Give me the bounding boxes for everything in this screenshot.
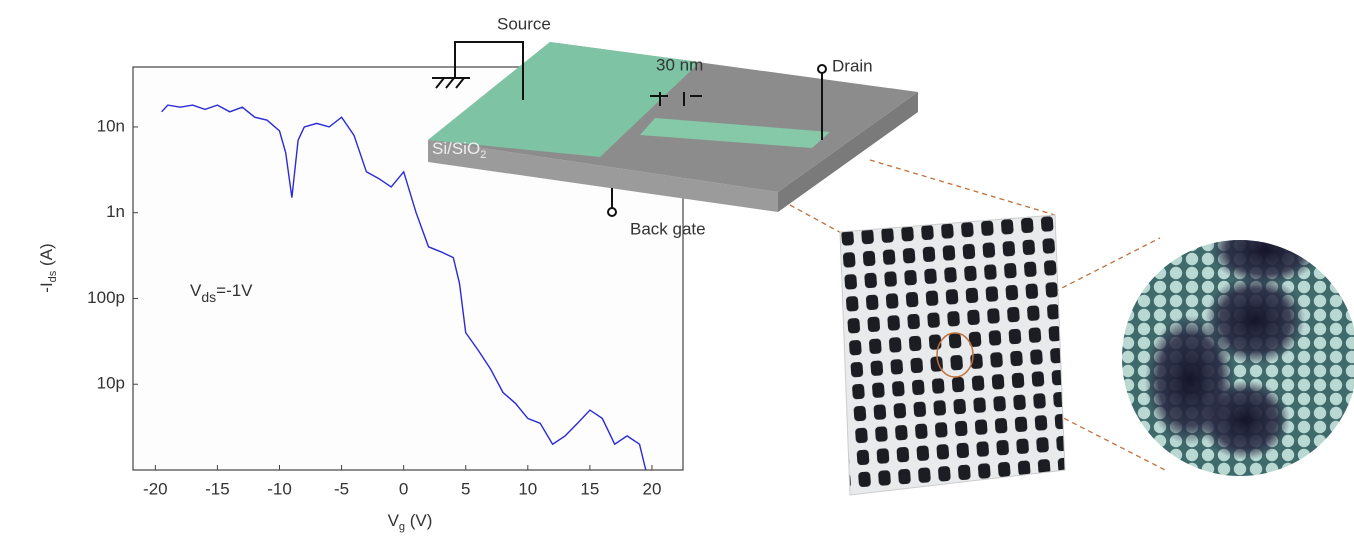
label-text: (V): [405, 511, 432, 530]
x-tick-label: -15: [205, 479, 230, 498]
label-text: V: [388, 511, 400, 530]
drain-label: Drain: [832, 56, 873, 75]
label-sub: ds: [47, 270, 59, 282]
label-text: Si/SiO: [432, 139, 480, 158]
x-tick-label: -10: [267, 479, 292, 498]
figure: Vds=-1V Vg (V) -Ids (A) -20-15-10-505101…: [0, 0, 1354, 544]
annotation-sub: ds: [201, 289, 216, 305]
y-tick-label: 1n: [106, 202, 125, 221]
y-axis-label: -Ids (A): [37, 243, 58, 292]
gate-terminal: [608, 208, 616, 216]
x-tick-label: 10: [518, 479, 537, 498]
label-sub: 2: [480, 149, 486, 161]
x-tick-label: 20: [643, 479, 662, 498]
drain-terminal: [818, 65, 826, 73]
gap-label: 30 nm: [656, 55, 703, 74]
x-tick-label: 15: [580, 479, 599, 498]
label-text: -I: [37, 282, 56, 292]
y-tick-label: 10p: [97, 374, 125, 393]
source-label: Source: [497, 14, 551, 33]
gate-label: Back gate: [630, 219, 706, 238]
y-tick-label: 10n: [97, 116, 125, 135]
annotation-text: V: [190, 281, 202, 300]
y-tick-label: 100p: [87, 288, 125, 307]
x-tick-label: 0: [399, 479, 408, 498]
atomic-image: [1110, 215, 1354, 490]
x-tick-label: -5: [334, 479, 349, 498]
x-tick-label: -20: [143, 479, 168, 498]
x-tick-label: 5: [461, 479, 470, 498]
x-axis-label: Vg (V): [388, 511, 433, 532]
annotation-text: =-1V: [216, 281, 253, 300]
label-text: (A): [37, 243, 56, 270]
substrate-label: Si/SiO2: [432, 139, 486, 160]
sem-image: [840, 215, 1065, 495]
